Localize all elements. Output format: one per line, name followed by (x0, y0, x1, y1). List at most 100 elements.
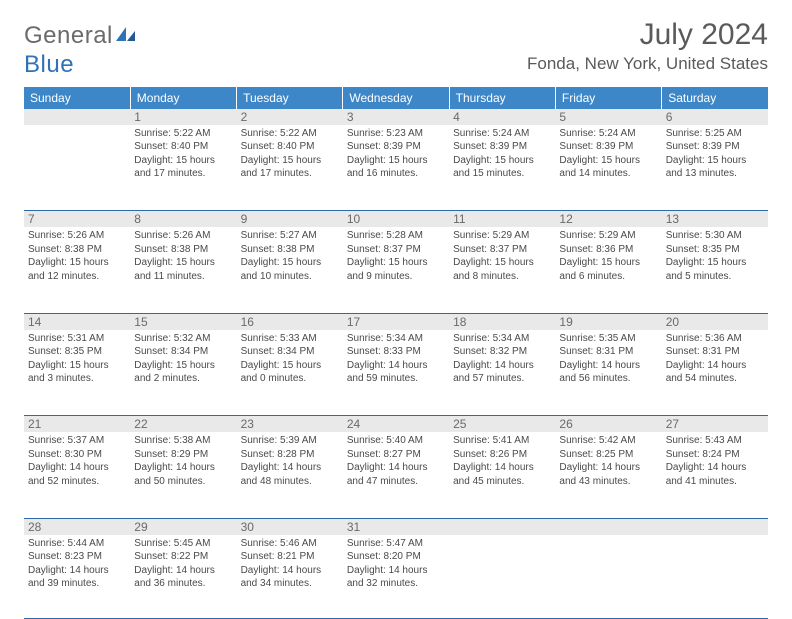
day-line: Daylight: 14 hours and 48 minutes. (241, 461, 339, 488)
day-number (449, 518, 555, 535)
day-content: Sunrise: 5:47 AMSunset: 8:20 PMDaylight:… (347, 537, 445, 591)
day-line: Sunrise: 5:23 AM (347, 127, 445, 141)
day-line: Daylight: 14 hours and 47 minutes. (347, 461, 445, 488)
day-line: Sunrise: 5:43 AM (666, 434, 764, 448)
day-cell: Sunrise: 5:34 AMSunset: 8:33 PMDaylight:… (343, 330, 449, 416)
day-line: Daylight: 15 hours and 6 minutes. (559, 256, 657, 283)
day-number: 15 (130, 313, 236, 330)
day-line: Sunset: 8:30 PM (28, 448, 126, 462)
day-line: Sunrise: 5:32 AM (134, 332, 232, 346)
day-cell: Sunrise: 5:25 AMSunset: 8:39 PMDaylight:… (662, 125, 768, 211)
day-line: Sunset: 8:37 PM (347, 243, 445, 257)
day-line: Sunrise: 5:37 AM (28, 434, 126, 448)
week-row: Sunrise: 5:37 AMSunset: 8:30 PM Daylight:… (24, 432, 768, 518)
calendar-body: 123456Sunrise: 5:22 AMSunset: 8:40 PMDay… (24, 109, 768, 619)
day-number: 16 (237, 313, 343, 330)
dow-friday: Friday (555, 87, 661, 109)
day-content: Sunrise: 5:42 AMSunset: 8:25 PMDaylight:… (559, 434, 657, 488)
day-line: Sunset: 8:29 PM (134, 448, 232, 462)
week-row: Sunrise: 5:26 AMSunset: 8:38 PMDaylight:… (24, 227, 768, 313)
day-cell: Sunrise: 5:24 AMSunset: 8:39 PMDaylight:… (449, 125, 555, 211)
day-content: Sunrise: 5:44 AMSunset: 8:23 PMDaylight:… (28, 537, 126, 591)
day-content: Sunrise: 5:37 AMSunset: 8:30 PMDaylight:… (28, 434, 126, 488)
day-line: Sunset: 8:26 PM (453, 448, 551, 462)
day-number: 20 (662, 313, 768, 330)
day-number: 4 (449, 109, 555, 125)
day-number: 23 (237, 416, 343, 433)
logo-text: GeneralBlue (24, 22, 137, 79)
daynum-row: 14151617181920 (24, 313, 768, 330)
day-line: Sunrise: 5:26 AM (134, 229, 232, 243)
day-content: Sunrise: 5:40 AMSunset: 8:27 PMDaylight:… (347, 434, 445, 488)
day-line: Daylight: 14 hours and 43 minutes. (559, 461, 657, 488)
day-number: 1 (130, 109, 236, 125)
day-line: Sunset: 8:35 PM (666, 243, 764, 257)
day-content: Sunrise: 5:26 AMSunset: 8:38 PMDaylight:… (28, 229, 126, 283)
day-line: Daylight: 15 hours and 2 minutes. (134, 359, 232, 386)
day-number: 13 (662, 211, 768, 228)
day-line: Daylight: 15 hours and 3 minutes. (28, 359, 126, 386)
day-cell: Sunrise: 5:36 AMSunset: 8:31 PMDaylight:… (662, 330, 768, 416)
day-content: Sunrise: 5:24 AMSunset: 8:39 PMDaylight:… (453, 127, 551, 181)
day-line: Sunset: 8:38 PM (241, 243, 339, 257)
day-line: Sunset: 8:27 PM (347, 448, 445, 462)
day-line: Sunset: 8:20 PM (347, 550, 445, 564)
day-cell: Sunrise: 5:37 AMSunset: 8:30 PMDaylight:… (24, 432, 130, 518)
day-cell: Sunrise: 5:45 AMSunset: 8:22 PMDaylight:… (130, 535, 236, 619)
day-number: 6 (662, 109, 768, 125)
dow-wednesday: Wednesday (343, 87, 449, 109)
day-line: Sunrise: 5:24 AM (559, 127, 657, 141)
day-line: Sunset: 8:33 PM (347, 345, 445, 359)
day-line: Daylight: 15 hours and 10 minutes. (241, 256, 339, 283)
day-line: Sunrise: 5:26 AM (28, 229, 126, 243)
day-line: Daylight: 15 hours and 9 minutes. (347, 256, 445, 283)
day-content: Sunrise: 5:45 AMSunset: 8:22 PMDaylight:… (134, 537, 232, 591)
day-line: Daylight: 15 hours and 11 minutes. (134, 256, 232, 283)
day-line: Daylight: 15 hours and 16 minutes. (347, 154, 445, 181)
day-line: Sunrise: 5:44 AM (28, 537, 126, 551)
week-row: Sunrise: 5:44 AMSunset: 8:23 PMDaylight:… (24, 535, 768, 619)
day-line: Sunrise: 5:25 AM (666, 127, 764, 141)
day-content: Sunrise: 5:41 AMSunset: 8:26 PMDaylight:… (453, 434, 551, 488)
day-line: Sunrise: 5:47 AM (347, 537, 445, 551)
day-cell (24, 125, 130, 211)
day-line: Daylight: 14 hours and 57 minutes. (453, 359, 551, 386)
day-cell (555, 535, 661, 619)
day-line: Daylight: 14 hours and 34 minutes. (241, 564, 339, 591)
day-line: Sunset: 8:34 PM (134, 345, 232, 359)
day-cell: Sunrise: 5:22 AMSunset: 8:40 PMDaylight:… (237, 125, 343, 211)
day-line: Sunset: 8:36 PM (559, 243, 657, 257)
day-number: 7 (24, 211, 130, 228)
day-line: Sunset: 8:38 PM (28, 243, 126, 257)
day-line: Sunset: 8:40 PM (134, 140, 232, 154)
dow-thursday: Thursday (449, 87, 555, 109)
day-content: Sunrise: 5:35 AMSunset: 8:31 PMDaylight:… (559, 332, 657, 386)
day-line: Daylight: 15 hours and 17 minutes. (241, 154, 339, 181)
day-line: Sunrise: 5:38 AM (134, 434, 232, 448)
day-line: Daylight: 15 hours and 5 minutes. (666, 256, 764, 283)
day-content: Sunrise: 5:28 AMSunset: 8:37 PMDaylight:… (347, 229, 445, 283)
day-line: Sunset: 8:38 PM (134, 243, 232, 257)
day-cell: Sunrise: 5:38 AMSunset: 8:29 PMDaylight:… (130, 432, 236, 518)
day-cell: Sunrise: 5:43 AMSunset: 8:24 PMDaylight:… (662, 432, 768, 518)
day-line: Sunrise: 5:42 AM (559, 434, 657, 448)
day-content: Sunrise: 5:34 AMSunset: 8:33 PMDaylight:… (347, 332, 445, 386)
day-line: Daylight: 14 hours and 56 minutes. (559, 359, 657, 386)
dow-sunday: Sunday (24, 87, 130, 109)
day-line: Daylight: 15 hours and 15 minutes. (453, 154, 551, 181)
day-line: Sunset: 8:39 PM (347, 140, 445, 154)
day-number: 24 (343, 416, 449, 433)
day-line: Sunrise: 5:46 AM (241, 537, 339, 551)
day-content: Sunrise: 5:27 AMSunset: 8:38 PMDaylight:… (241, 229, 339, 283)
day-line: Daylight: 15 hours and 13 minutes. (666, 154, 764, 181)
daynum-row: 123456 (24, 109, 768, 125)
day-number: 14 (24, 313, 130, 330)
day-content: Sunrise: 5:25 AMSunset: 8:39 PMDaylight:… (666, 127, 764, 181)
day-line: Sunset: 8:21 PM (241, 550, 339, 564)
day-line: Sunset: 8:37 PM (453, 243, 551, 257)
day-line: Daylight: 15 hours and 17 minutes. (134, 154, 232, 181)
title-block: July 2024 Fonda, New York, United States (527, 18, 768, 74)
day-line: Sunrise: 5:31 AM (28, 332, 126, 346)
day-line: Sunrise: 5:24 AM (453, 127, 551, 141)
daynum-row: 28293031 (24, 518, 768, 535)
